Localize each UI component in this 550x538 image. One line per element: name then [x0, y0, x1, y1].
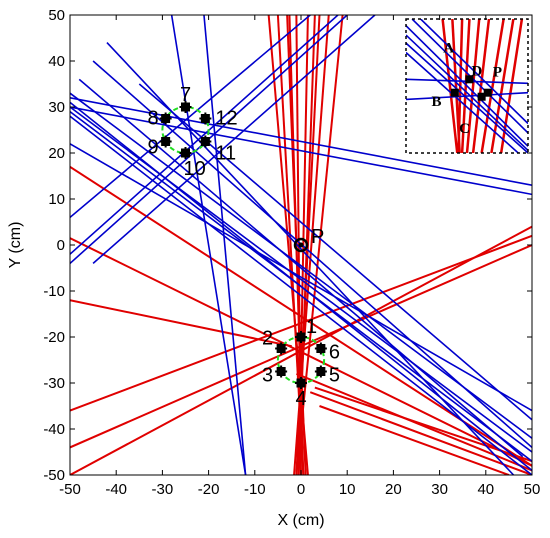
- inset-label-B: B: [431, 94, 441, 110]
- blue-line-1: [70, 92, 532, 439]
- y-tick-label-40: 40: [48, 53, 65, 70]
- blue-line-16: [70, 143, 532, 412]
- inset-label-A: A: [443, 41, 454, 57]
- red-line-18: [319, 405, 510, 475]
- x-axis-label: X (cm): [277, 512, 324, 529]
- inset-marker-1: [477, 92, 486, 101]
- inset-red-line-3: [460, 19, 471, 153]
- inset-panel: A D P B C: [405, 18, 529, 154]
- y-tick-label--30: -30: [43, 375, 65, 392]
- inset-blue-line-0: [406, 25, 528, 147]
- blue-line-15: [203, 15, 247, 475]
- red-line-15: [70, 244, 532, 449]
- red-line-17: [309, 391, 532, 475]
- red-line-19: [314, 386, 532, 463]
- inset-label-D: D: [471, 63, 482, 79]
- y-tick-label-30: 30: [48, 99, 65, 116]
- inset-blue-line-7: [406, 91, 528, 101]
- point-label-11: 11: [215, 143, 236, 165]
- blue-line-10: [70, 15, 311, 219]
- red-line-9: [267, 15, 309, 475]
- y-tick-label-20: 20: [48, 145, 65, 162]
- point-label-6: 6: [329, 342, 340, 364]
- x-tick-label-50: 50: [524, 481, 541, 498]
- inset-red-line-0: [441, 19, 459, 153]
- point-label-3: 3: [262, 365, 273, 387]
- red-line-12: [70, 299, 292, 348]
- marker-P: [293, 237, 309, 253]
- marker-group: [159, 101, 327, 389]
- y-tick-label-10: 10: [48, 191, 65, 208]
- y-tick-label--20: -20: [43, 329, 65, 346]
- inset-marker-2: [483, 88, 492, 97]
- point-label-9: 9: [148, 137, 159, 159]
- inset-marker-0: [465, 75, 474, 84]
- x-tick-label-20: 20: [385, 481, 402, 498]
- circle-1: [161, 105, 210, 155]
- inset-red-line-8: [499, 19, 524, 153]
- blue-line-8: [70, 97, 532, 186]
- inset-label-C: C: [459, 121, 470, 137]
- red-line-13: [70, 225, 532, 475]
- inset-lines: [406, 19, 528, 153]
- point-label-7: 7: [180, 84, 191, 106]
- blue-line-13: [92, 15, 376, 265]
- point-label-10: 10: [184, 158, 206, 180]
- inset-markers: [450, 75, 492, 101]
- red-line-7: [276, 15, 305, 475]
- plot-lines: [70, 15, 532, 475]
- y-tick-label--50: -50: [43, 467, 65, 484]
- red-line-14: [70, 234, 532, 412]
- inset-frame: [405, 18, 529, 154]
- point-label-1: 1: [306, 316, 317, 338]
- x-tick-label--10: -10: [244, 481, 266, 498]
- point-label-2: 2: [262, 328, 273, 350]
- y-tick-label--40: -40: [43, 421, 65, 438]
- inset-blue-line-1: [406, 34, 528, 151]
- blue-line-14: [170, 15, 247, 475]
- blue-line-5: [78, 78, 524, 458]
- x-tick-label-10: 10: [339, 481, 356, 498]
- x-tick-label-40: 40: [477, 481, 494, 498]
- marker-P-dot: [298, 242, 304, 248]
- blue-line-9: [70, 106, 532, 196]
- blue-line-3: [70, 101, 532, 472]
- point-label-8: 8: [148, 108, 159, 130]
- y-tick-label--10: -10: [43, 283, 65, 300]
- inset-red-line-4: [465, 19, 481, 153]
- x-tick-label--50: -50: [59, 481, 81, 498]
- inset-blue-line-3: [406, 51, 519, 153]
- y-axis-label: Y (cm): [7, 222, 24, 269]
- inset-red-line-6: [480, 19, 505, 153]
- inset-red-line-7: [490, 19, 515, 153]
- blue-line-4: [70, 115, 532, 475]
- y-tick-label-0: 0: [57, 237, 65, 254]
- inset-label-P: P: [493, 65, 502, 81]
- x-tick-label--40: -40: [105, 481, 127, 498]
- point-label-P: P: [311, 226, 324, 248]
- red-line-8: [295, 15, 344, 475]
- inset-marker-3: [450, 88, 459, 97]
- x-tick-label-30: 30: [431, 481, 448, 498]
- x-tick-label--20: -20: [198, 481, 220, 498]
- inset-blue-line-2: [406, 42, 528, 153]
- x-tick-label--30: -30: [152, 481, 174, 498]
- point-label-5: 5: [329, 365, 340, 387]
- axes: -50 -40 -30 -20 -10 0 10 20 30 40 50-50-40-30-20-1…: [43, 7, 540, 498]
- inset-blue-line-5: [420, 19, 528, 125]
- point-label-4: 4: [295, 388, 306, 410]
- inset-labels: A D P B C: [431, 41, 502, 137]
- blue-line-11: [70, 15, 339, 255]
- red-line-11: [70, 237, 532, 467]
- y-tick-label-50: 50: [48, 7, 65, 24]
- point-label-12: 12: [215, 108, 237, 130]
- x-tick-label-0: 0: [297, 481, 305, 498]
